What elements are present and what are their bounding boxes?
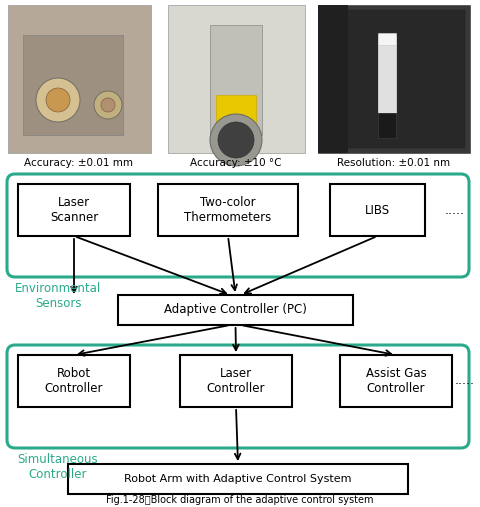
Bar bbox=[8, 5, 151, 153]
Text: Laser
Scanner: Laser Scanner bbox=[50, 196, 98, 224]
Bar bbox=[23, 35, 123, 135]
Text: Assist Gas
Controller: Assist Gas Controller bbox=[366, 367, 426, 395]
Text: .....: ..... bbox=[455, 375, 475, 387]
Circle shape bbox=[210, 114, 262, 166]
Bar bbox=[210, 25, 262, 135]
Text: Robot
Controller: Robot Controller bbox=[45, 367, 103, 395]
Bar bbox=[18, 184, 130, 236]
Circle shape bbox=[101, 98, 115, 112]
Bar bbox=[378, 35, 396, 115]
Text: LIBS: LIBS bbox=[365, 203, 390, 216]
Text: Two-color
Thermometers: Two-color Thermometers bbox=[184, 196, 272, 224]
Circle shape bbox=[46, 88, 70, 112]
Bar bbox=[323, 10, 465, 148]
Bar bbox=[330, 184, 425, 236]
Bar bbox=[118, 295, 353, 325]
Text: Simultaneous
Controller: Simultaneous Controller bbox=[18, 453, 98, 481]
Bar bbox=[168, 5, 305, 153]
Text: Robot Arm with Adaptive Control System: Robot Arm with Adaptive Control System bbox=[124, 474, 352, 484]
Text: Environmental
Sensors: Environmental Sensors bbox=[15, 282, 101, 310]
Bar bbox=[378, 113, 396, 138]
Text: Fig.1-28　Block diagram of the adaptive control system: Fig.1-28 Block diagram of the adaptive c… bbox=[106, 495, 374, 505]
Text: Adaptive Controller (PC): Adaptive Controller (PC) bbox=[164, 304, 307, 316]
Text: Resolution: ±0.01 nm: Resolution: ±0.01 nm bbox=[337, 158, 451, 168]
Bar bbox=[378, 33, 396, 45]
Bar bbox=[340, 355, 452, 407]
Text: Accuracy: ±10 °C: Accuracy: ±10 °C bbox=[190, 158, 282, 168]
Text: Accuracy: ±0.01 mm: Accuracy: ±0.01 mm bbox=[24, 158, 133, 168]
Text: Laser
Controller: Laser Controller bbox=[207, 367, 265, 395]
Circle shape bbox=[36, 78, 80, 122]
Bar bbox=[180, 355, 292, 407]
Bar bbox=[158, 184, 298, 236]
Circle shape bbox=[218, 122, 254, 158]
Bar bbox=[318, 5, 348, 153]
Bar bbox=[318, 5, 470, 153]
Bar bbox=[18, 355, 130, 407]
Text: .....: ..... bbox=[445, 203, 465, 216]
Circle shape bbox=[94, 91, 122, 119]
Bar bbox=[216, 95, 256, 125]
Bar bbox=[68, 464, 408, 494]
